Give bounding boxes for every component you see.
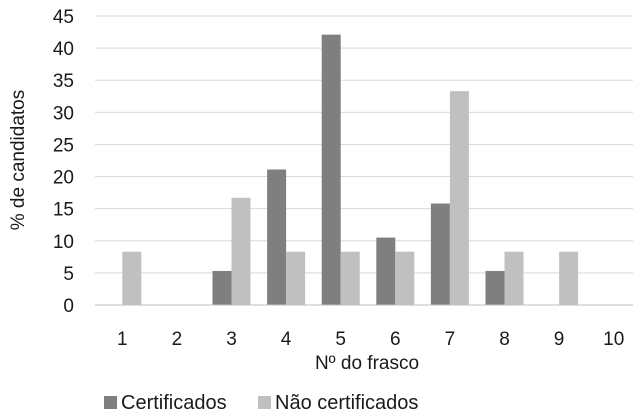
bar-certificados-6 (376, 237, 396, 305)
x-tick-labels: 1 2 3 4 5 6 7 8 9 10 (117, 329, 624, 350)
bar-nao-certificados-4 (286, 251, 306, 305)
x-tick-label: 1 (117, 329, 128, 350)
bar-certificados-7 (430, 203, 450, 305)
x-tick-label: 9 (554, 329, 565, 350)
legend-swatch-nao-certificados (258, 396, 271, 409)
bar-nao-certificados-7 (449, 91, 469, 305)
bar-nao-certificados-9 (559, 251, 579, 305)
y-tick-label: 40 (53, 39, 74, 60)
y-tick-labels: 0 5 10 15 20 25 30 35 40 45 (53, 7, 74, 317)
y-tick-label: 5 (63, 264, 74, 285)
bar-certificados-8 (485, 270, 505, 305)
x-tick-label: 4 (281, 329, 292, 350)
legend: Certificados Não certificados (104, 392, 418, 414)
x-tick-label: 7 (445, 329, 456, 350)
x-tick-label: 10 (603, 329, 624, 350)
y-tick-label: 20 (53, 168, 74, 189)
y-tick-label: 10 (53, 232, 74, 253)
bar-certificados-3 (212, 270, 232, 305)
legend-swatch-certificados (104, 396, 117, 409)
y-tick-label: 35 (53, 71, 74, 92)
bar-nao-certificados-8 (504, 251, 524, 305)
x-tick-label: 8 (499, 329, 510, 350)
x-tick-label: 2 (172, 329, 183, 350)
bar-nao-certificados-6 (395, 251, 415, 305)
bars (122, 34, 579, 305)
legend-label-certificados: Certificados (121, 392, 227, 414)
x-tick-label: 6 (390, 329, 401, 350)
y-tick-label: 30 (53, 103, 74, 124)
y-tick-label: 15 (53, 200, 74, 221)
bar-certificados-4 (267, 169, 287, 305)
y-tick-label: 0 (63, 296, 74, 317)
y-tick-label: 45 (53, 7, 74, 28)
legend-label-nao-certificados: Não certificados (275, 392, 418, 414)
x-tick-label: 5 (335, 329, 346, 350)
y-tick-label: 25 (53, 135, 74, 156)
bar-nao-certificados-3 (231, 197, 251, 305)
bar-nao-certificados-5 (340, 251, 360, 305)
bar-nao-certificados-1 (122, 251, 142, 305)
x-axis-title: Nº do frasco (315, 353, 419, 374)
gridlines (95, 15, 633, 274)
x-tick-label: 3 (226, 329, 237, 350)
bar-certificados-5 (321, 34, 341, 305)
y-axis-title: % de candidatos (8, 90, 29, 231)
